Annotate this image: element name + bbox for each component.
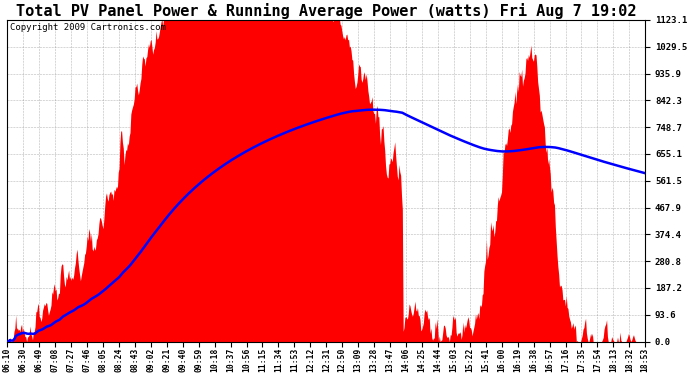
Title: Total PV Panel Power & Running Average Power (watts) Fri Aug 7 19:02: Total PV Panel Power & Running Average P…: [16, 3, 636, 19]
Text: Copyright 2009 Cartronics.com: Copyright 2009 Cartronics.com: [10, 23, 166, 32]
